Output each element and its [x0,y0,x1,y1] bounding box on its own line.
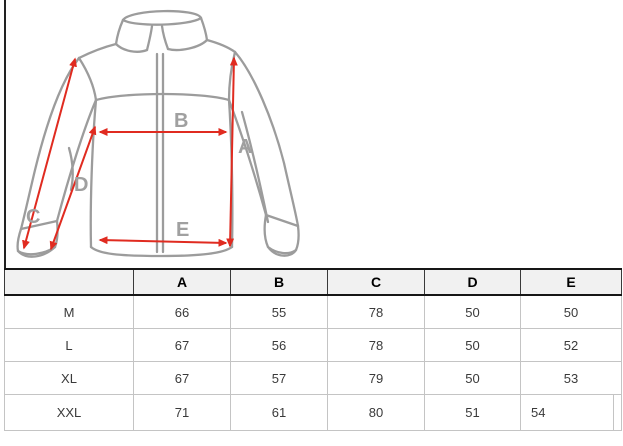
size-cell-label: XL [4,361,134,395]
header-cell-c: C [327,268,425,296]
size-cell-label: M [4,294,134,329]
jacket-outline [16,9,300,258]
measure-label-b: B [174,110,188,132]
size-cell-label: XXL [4,394,134,431]
size-cell-value: 78 [327,294,425,329]
header-cell-e: E [520,268,622,296]
size-cell-value: 55 [230,294,328,329]
header-cell-d: D [424,268,521,296]
size-row-m: M 66 55 78 50 50 [4,294,622,329]
size-cell-value: 50 [424,294,521,329]
size-diagram-area: A B C D E [4,0,300,268]
measure-label-e: E [176,219,189,241]
measurement-labels: A B C D E [26,110,252,241]
size-cell-label: L [4,328,134,362]
size-cell-value: 53 [520,361,622,395]
size-cell-value: 51 [424,394,521,431]
size-cell-value: 67 [133,361,231,395]
measure-arrow-e [98,236,228,247]
size-row-l: L 67 56 78 50 52 [4,328,622,362]
size-cell-value: 57 [230,361,328,395]
jacket-drawing: A B C D E [16,9,300,258]
measure-arrow-c [22,57,77,250]
size-table-header-row: A B C D E [4,268,622,296]
left-border-rule [4,0,6,268]
measurement-arrows [22,56,238,251]
size-cell-value: 79 [327,361,425,395]
size-cell-value: 67 [133,328,231,362]
measure-label-c: C [26,206,40,228]
header-cell-a: A [133,268,231,296]
size-row-xl: XL 67 57 79 50 53 [4,361,622,395]
measure-label-a: A [238,136,252,158]
header-cell-size [4,268,134,296]
size-table: A B C D E M 66 55 78 50 50 L 67 56 78 50… [4,268,622,431]
size-cell-value: 78 [327,328,425,362]
size-cell-value: 71 [133,394,231,431]
size-cell-value: 80 [327,394,425,431]
size-cell-spacer [613,394,622,431]
size-cell-value: 52 [520,328,622,362]
measure-arrow-d [49,125,97,251]
header-cell-b: B [230,268,328,296]
measure-label-d: D [74,174,88,196]
size-row-xxl: XXL 71 61 80 51 54 [4,394,622,431]
size-cell-value: 50 [424,328,521,362]
size-cell-value: 50 [424,361,521,395]
size-cell-value: 50 [520,294,622,329]
size-cell-value: 56 [230,328,328,362]
size-cell-value: 66 [133,294,231,329]
size-cell-value: 61 [230,394,328,431]
size-cell-value: 54 [520,394,614,431]
measure-arrow-a [226,56,238,248]
